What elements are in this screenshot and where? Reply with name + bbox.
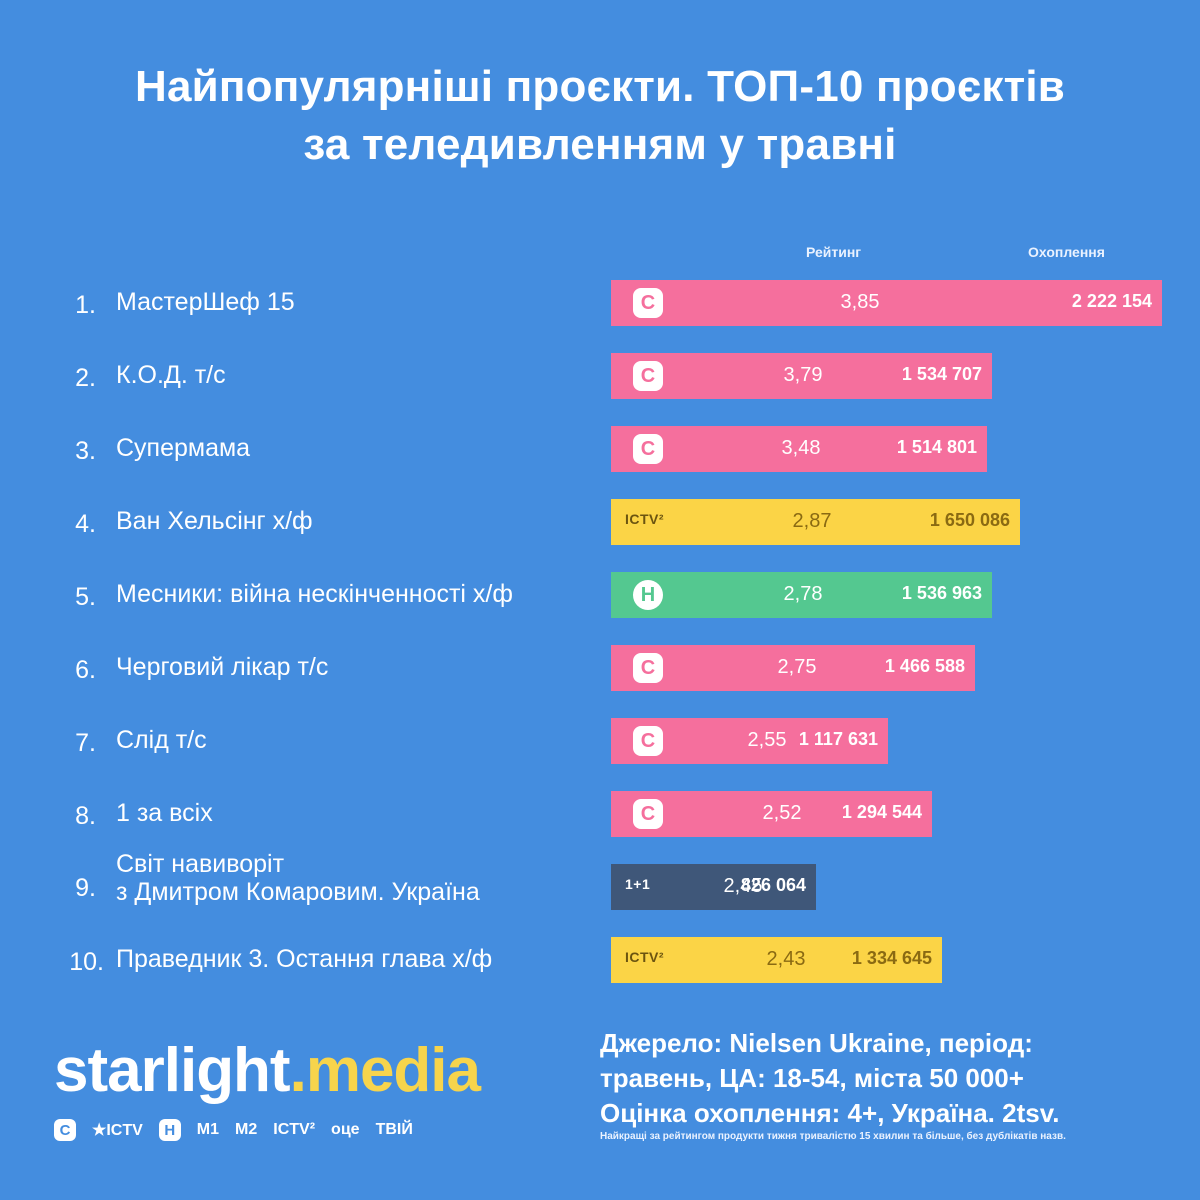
row-name: Праведник 3. Остання глава х/ф — [116, 945, 596, 973]
title-line-2: за теледивленням у травні — [303, 120, 897, 169]
row-name-line: з Дмитром Комаровим. Україна — [116, 878, 480, 906]
row-rank: 1. — [75, 291, 96, 319]
1plus1-ukraina-logo-icon: 1+1 — [625, 876, 651, 892]
column-header-reach: Охоплення — [1028, 244, 1105, 260]
row-name-line: Слід т/с — [116, 726, 207, 754]
ictv2-logo-icon: ICTV² — [273, 1121, 316, 1138]
row-rank: 7. — [75, 729, 96, 757]
row-name: Месники: війна нескінченності х/ф — [116, 580, 596, 608]
row-bar: С 3,79 1 534 707 — [611, 353, 992, 399]
row-reach: 1 650 086 — [929, 510, 1010, 530]
row-rating: 3,48 — [781, 437, 821, 459]
source-line-1: Джерело: Nielsen Ukraine, період: — [600, 1028, 1033, 1058]
row-name-line: Черговий лікар т/с — [116, 653, 329, 681]
row-name-line: МастерШеф 15 — [116, 288, 295, 316]
row-name-line: Супермама — [116, 434, 251, 462]
row-reach: 826 064 — [740, 875, 806, 895]
brand-part-2: .media — [289, 1036, 481, 1105]
stb-logo-icon: С — [633, 726, 663, 756]
row-rank: 4. — [75, 510, 96, 538]
row-name: МастерШеф 15 — [116, 288, 596, 316]
row-bar: ICTV² 2,87 1 650 086 — [611, 499, 1020, 545]
column-header-rating: Рейтинг — [806, 244, 862, 260]
stb-logo-icon: С — [633, 361, 663, 391]
row-rating: 2,87 — [792, 510, 832, 532]
row-bar: С 2,52 1 294 544 — [611, 791, 932, 837]
stb-logo-icon: С — [54, 1119, 76, 1141]
row-rating: 2,45 — [723, 875, 763, 897]
m1-logo-icon: M1 — [196, 1121, 220, 1138]
row-rating: 3,85 — [840, 291, 880, 313]
tviy-logo-icon: ТВІЙ — [375, 1121, 413, 1138]
row-rank: 6. — [75, 656, 96, 684]
row-reach: 1 117 631 — [798, 729, 878, 749]
row-name-line: Месники: війна нескінченності х/ф — [116, 580, 513, 608]
row-bar: С 3,85 2 222 154 — [611, 280, 1162, 326]
title-line-1: Найпопулярніші проєкти. ТОП-10 проєктів — [134, 62, 1066, 111]
row-rank: 3. — [75, 437, 96, 465]
row-rating: 2,43 — [766, 948, 806, 970]
ictv2-logo-icon: ICTV² — [625, 949, 665, 965]
row-rating: 3,79 — [783, 364, 823, 386]
source-line-3: Оцінка охоплення: 4+, Україна. 2tsv. — [600, 1098, 1060, 1128]
footnote: Найкращі за рейтингом продукти тижня три… — [600, 1131, 1066, 1142]
row-name: Черговий лікар т/с — [116, 653, 596, 681]
row-name-line: Праведник 3. Остання глава х/ф — [116, 945, 493, 973]
source-line-2: травень, ЦА: 18-54, міста 50 000+ — [600, 1063, 1024, 1093]
row-name: Світ навиворіт з Дмитром Комаровим. Украї… — [116, 850, 596, 906]
row-reach: 1 294 544 — [841, 802, 922, 822]
row-name-line: 1 за всіх — [116, 799, 213, 827]
row-name: 1 за всіх — [116, 799, 596, 827]
ictv2-logo-icon: ICTV² — [625, 511, 665, 527]
row-rank: 5. — [75, 583, 96, 611]
novy-kanal-logo-icon: Н — [633, 580, 663, 610]
oce-logo-icon: оце — [331, 1121, 360, 1138]
row-name-line: Ван Хельсінг х/ф — [116, 507, 313, 535]
starlight-media-logo: starlight.media — [54, 1036, 481, 1106]
row-bar: ICTV² 2,43 1 334 645 — [611, 937, 942, 983]
stb-logo-icon: С — [633, 288, 663, 318]
row-name: Ван Хельсінг х/ф — [116, 507, 596, 535]
row-reach: 2 222 154 — [1071, 291, 1152, 311]
stb-logo-icon: С — [633, 799, 663, 829]
ictv-logo-icon: ★ICTV — [92, 1122, 143, 1139]
row-reach: 1 536 963 — [901, 583, 982, 603]
source-note: Джерело: Nielsen Ukraine, період: травен… — [600, 1026, 1160, 1131]
m2-logo-icon: M2 — [235, 1121, 258, 1138]
row-name-line: К.О.Д. т/с — [116, 361, 226, 389]
page-title: Найпопулярніші проєкти. ТОП-10 проєктів … — [0, 58, 1200, 174]
row-rank: 10. — [69, 948, 104, 976]
row-name: Супермама — [116, 434, 596, 462]
row-name: К.О.Д. т/с — [116, 361, 596, 389]
row-rating: 2,52 — [762, 802, 802, 824]
row-name-line: Світ навиворіт — [116, 850, 285, 878]
brand-part-1: starlight — [54, 1036, 291, 1105]
row-reach: 1 534 707 — [901, 364, 982, 384]
row-bar: 1+1 2,45 826 064 — [611, 864, 816, 910]
row-reach: 1 514 801 — [896, 437, 977, 457]
row-bar: С 2,75 1 466 588 — [611, 645, 975, 691]
stb-logo-icon: С — [633, 653, 663, 683]
row-rank: 8. — [75, 802, 96, 830]
row-bar: Н 2,78 1 536 963 — [611, 572, 992, 618]
row-rating: 2,78 — [783, 583, 823, 605]
row-reach: 1 466 588 — [884, 656, 965, 676]
row-rank: 2. — [75, 364, 96, 392]
row-rating: 2,75 — [777, 656, 817, 678]
novy-kanal-logo-icon: Н — [158, 1119, 181, 1141]
row-rank: 9. — [75, 874, 96, 902]
row-reach: 1 334 645 — [851, 948, 932, 968]
stb-logo-icon: С — [633, 434, 663, 464]
channel-logos-row: С ★ICTV Н M1 M2 ICTV² оце ТВІЙ — [54, 1116, 413, 1144]
row-rating: 2,55 — [747, 729, 787, 751]
row-name: Слід т/с — [116, 726, 596, 754]
row-bar: С 3,48 1 514 801 — [611, 426, 987, 472]
row-bar: С 2,55 1 117 631 — [611, 718, 888, 764]
